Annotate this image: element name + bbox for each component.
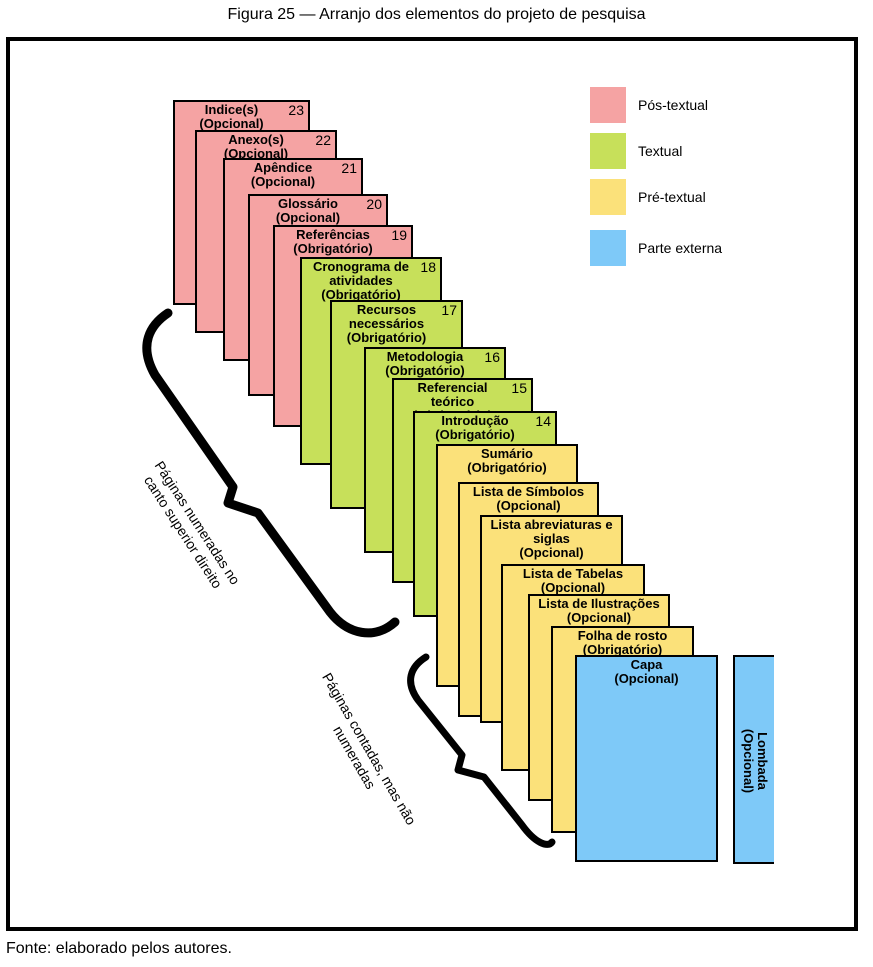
brace-numbered bbox=[142, 308, 400, 638]
card-page-number: 22 bbox=[315, 132, 331, 148]
card-label: Anexo(s) (Opcional) bbox=[223, 132, 289, 161]
card-label: Referências (Obrigatório) bbox=[293, 227, 373, 256]
card-label: Lista de Ilustrações (Opcional) bbox=[538, 596, 660, 625]
legend-swatch bbox=[590, 133, 626, 169]
spine-label: Lombada (Opcional) bbox=[741, 728, 770, 794]
card-label: Folha de rosto (Obrigatório) bbox=[577, 628, 668, 657]
card-page-number: 15 bbox=[511, 380, 527, 396]
card-label: Sumário (Obrigatório) bbox=[467, 446, 547, 475]
legend-label: Pós-textual bbox=[638, 97, 709, 113]
card-page-number: 18 bbox=[420, 259, 436, 275]
card-page-number: 16 bbox=[484, 349, 500, 365]
card-page-number: 19 bbox=[391, 227, 407, 243]
card-label: Glossário (Opcional) bbox=[275, 196, 341, 225]
card-label: Cronograma de atividades (Obrigatório) bbox=[312, 259, 410, 302]
card-label: Capa (Opcional) bbox=[614, 657, 679, 686]
card-label: Introdução (Obrigatório) bbox=[435, 413, 515, 442]
card-17: Capa (Opcional) bbox=[575, 655, 718, 862]
brace-counted bbox=[407, 653, 556, 848]
card-label: Recursos necessários (Obrigatório) bbox=[346, 302, 427, 345]
legend-label: Parte externa bbox=[638, 240, 723, 256]
card-label: Lista de Símbolos (Opcional) bbox=[472, 484, 585, 513]
card-label: Apêndice (Opcional) bbox=[250, 160, 316, 189]
card-label: Indice(s) (Opcional) bbox=[199, 102, 264, 131]
card-label: Metodologia (Obrigatório) bbox=[385, 349, 465, 378]
card-label: Lista de Tabelas (Opcional) bbox=[522, 566, 624, 595]
figure-source: Fonte: elaborado pelos autores. bbox=[6, 940, 232, 957]
card-page-number: 21 bbox=[341, 160, 357, 176]
spine-card: Lombada (Opcional) bbox=[733, 655, 774, 864]
card-page-number: 23 bbox=[288, 102, 304, 118]
card-page-number: 17 bbox=[441, 302, 457, 318]
diagram-frame bbox=[6, 37, 858, 931]
card-label: Lista abreviaturas e siglas (Opcional) bbox=[490, 517, 613, 560]
legend-label: Pré-textual bbox=[638, 189, 706, 205]
legend-swatch bbox=[590, 87, 626, 123]
legend-label: Textual bbox=[638, 143, 683, 159]
legend-swatch bbox=[590, 230, 626, 266]
legend-swatch bbox=[590, 179, 626, 215]
card-page-number: 20 bbox=[366, 196, 382, 212]
card-page-number: 14 bbox=[535, 413, 551, 429]
figure-caption: Figura 25 — Arranjo dos elementos do pro… bbox=[227, 6, 646, 23]
